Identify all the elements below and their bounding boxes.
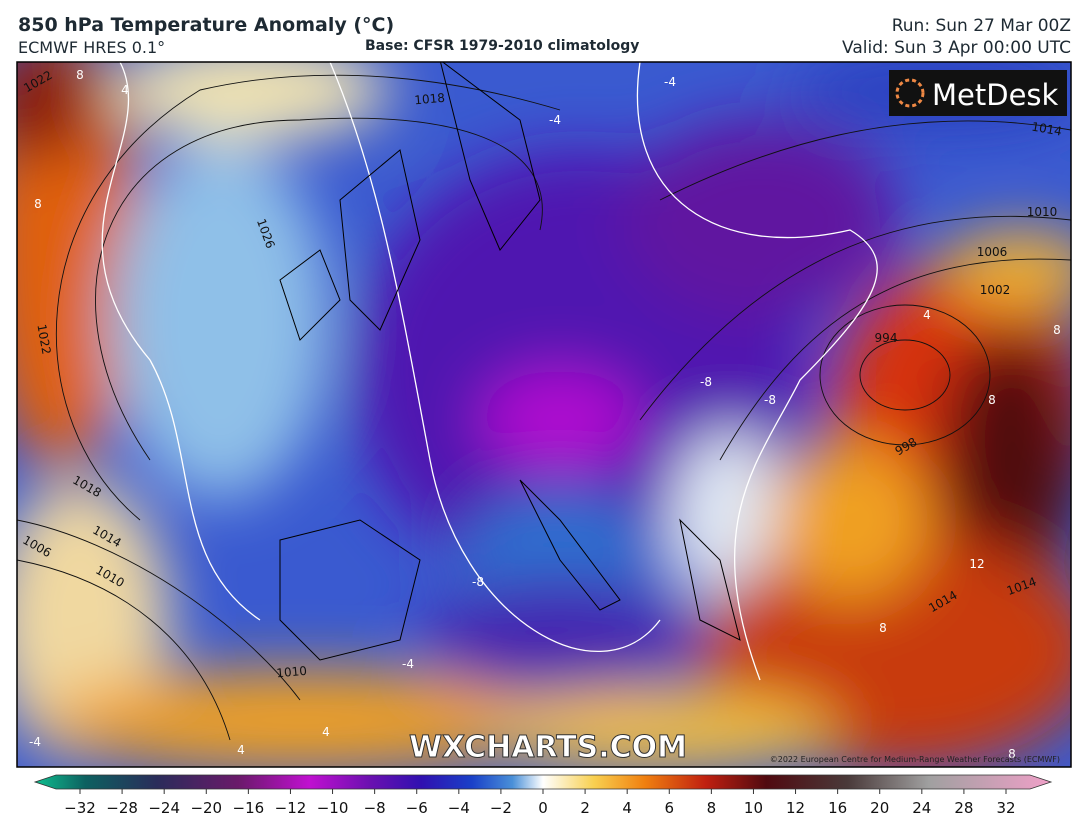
logo-icon: [895, 78, 925, 108]
pressure-label: 1022: [34, 323, 53, 356]
colorbar-label: 12: [786, 799, 805, 817]
colorbar-label: 20: [870, 799, 889, 817]
anomaly-label: 8: [34, 197, 42, 211]
colorbar-label: 10: [744, 799, 763, 817]
anomaly-contours: [101, 62, 878, 681]
anomaly-field: 1018102610221018101410101006101010141010…: [17, 62, 1071, 767]
colorbar-label: −10: [317, 799, 349, 817]
colorbar-label: −32: [64, 799, 96, 817]
colorbar-label: −24: [148, 799, 180, 817]
anomaly-label: -4: [549, 113, 561, 127]
colorbar-label: 24: [912, 799, 931, 817]
logo: MetDesk: [932, 78, 1059, 112]
pressure-label: 1002: [980, 283, 1011, 297]
anomaly-label: 4: [923, 308, 931, 322]
pressure-label: 1018: [414, 91, 446, 108]
anomaly-label: -8: [700, 375, 712, 389]
coastlines: [279, 62, 741, 661]
colorbar-label: −2: [490, 799, 512, 817]
isobars: [17, 74, 1071, 741]
colorbar-label: 6: [664, 799, 674, 817]
valid: Valid: Sun 3 Apr 00:00 UTC: [842, 38, 1071, 58]
anomaly-label: 12: [969, 557, 984, 571]
colorbar-label: 8: [707, 799, 717, 817]
colorbar-label: −28: [106, 799, 138, 817]
pressure-label: 1006: [977, 245, 1008, 259]
colorbar-label: 32: [996, 799, 1015, 817]
anomaly-label: 8: [1053, 323, 1061, 337]
watermark: WXCHARTS.COM: [409, 730, 687, 765]
colorbar-label: 2: [580, 799, 590, 817]
pressure-label: 1014: [1030, 120, 1063, 139]
anomaly-label: 8: [988, 393, 996, 407]
anomaly-label: -4: [402, 657, 414, 671]
colorbar-label: 0: [538, 799, 548, 817]
logo-box: [889, 70, 1067, 116]
model: ECMWF HRES 0.1°: [18, 38, 166, 57]
colorbar-label: −12: [275, 799, 307, 817]
pressure-label: 1010: [276, 664, 308, 681]
anomaly-label: 4: [322, 725, 330, 739]
title: 850 hPa Temperature Anomaly (°C): [18, 14, 395, 36]
anomaly-label: 8: [76, 68, 84, 82]
colorbar-label: 16: [828, 799, 847, 817]
colorbar-label: −16: [233, 799, 265, 817]
base: Base: CFSR 1979-2010 climatology: [365, 38, 640, 54]
copyright: ©2022 European Centre for Medium-Range W…: [770, 755, 1060, 764]
colorbar-label: 28: [954, 799, 973, 817]
map-frame: [16, 61, 1072, 768]
run: Run: Sun 27 Mar 00Z: [891, 16, 1071, 36]
pressure-label: 1010: [1027, 205, 1058, 219]
colorbar-label: −6: [406, 799, 428, 817]
anomaly-label: -8: [472, 575, 484, 589]
anomaly-label: 4: [121, 83, 129, 97]
anomaly-label: 4: [237, 743, 245, 757]
colorbar-label: −8: [364, 799, 386, 817]
colorbar-label: 4: [622, 799, 632, 817]
anomaly-label: -8: [764, 393, 776, 407]
pressure-label: 994: [875, 331, 898, 345]
colorbar-label: −4: [448, 799, 470, 817]
anomaly-label: 8: [1008, 747, 1016, 761]
anomaly-label: -4: [29, 735, 41, 749]
anomaly-label: 8: [879, 621, 887, 635]
colorbar-label: −20: [190, 799, 222, 817]
anomaly-label: -4: [664, 75, 676, 89]
colorbar: [33, 774, 1053, 790]
